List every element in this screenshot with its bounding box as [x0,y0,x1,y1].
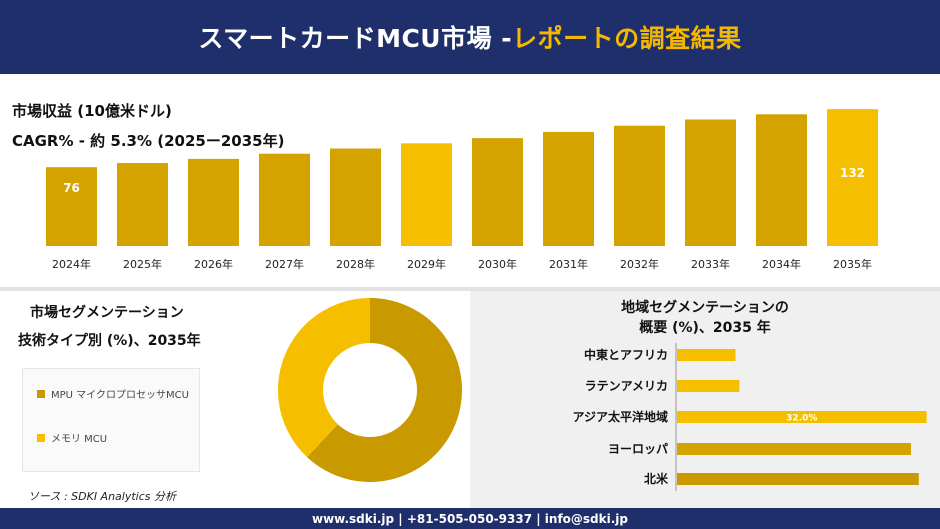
region-bar-3 [677,443,911,455]
bar-11 [827,109,878,246]
region-bar-4 [677,473,919,485]
bar-1 [117,163,168,246]
bar-3 [259,153,310,246]
x-tick-label-11: 2035年 [833,257,872,271]
bar-data-label-11: 132 [840,166,865,180]
x-tick-label-7: 2031年 [549,257,588,271]
region-label-1: ラテンアメリカ [585,379,668,393]
region-bar-0 [677,349,736,361]
x-tick-label-2: 2026年 [194,257,233,271]
legend-label-mpu: MPU マイクロプロセッサMCU [51,390,189,401]
legend-swatch-mpu [37,389,45,398]
x-tick-label-3: 2027年 [265,257,304,271]
bar-4 [330,148,381,246]
contact-info: www.sdki.jp | +81-505-050-9337 | info@sd… [311,511,628,526]
donut-slice-1 [278,298,370,458]
region-bar-2 [677,411,927,423]
segment-title: 市場セグメンテーション [30,305,184,321]
segment-subtitle: 技術タイプ別 (%)、2035年 [18,333,201,349]
bar-5 [401,143,452,246]
bar-8 [614,125,665,246]
page-title-accent: レポートの調査結果 [512,24,742,53]
cagr-label: CAGR% - 約 5.3% (2025ー2035年) [12,132,285,150]
legend-label-memory: メモリ MCU [51,434,108,445]
x-tick-label-8: 2032年 [620,257,659,271]
x-tick-label-6: 2030年 [478,257,517,271]
header-banner: スマートカードMCU市場 -レポートの調査結果 [0,0,940,74]
region-label-3: ヨーロッパ [608,442,668,456]
bar-data-label-0: 76 [63,181,80,195]
x-tick-label-0: 2024年 [52,257,91,271]
footer-bar: www.sdki.jp | +81-505-050-9337 | info@sd… [0,508,940,529]
legend-swatch-memory [37,433,45,442]
region-panel: 地域セグメンテーションの 概要 (%)、2035 年 中東とアフリカ ラテンアメリ… [470,291,940,508]
x-tick-label-9: 2033年 [691,257,730,271]
region-label-0: 中東とアフリカ [584,347,668,362]
revenue-unit-label: 市場収益 (10億米ドル) [12,102,172,120]
bar-7 [543,131,594,246]
region-bar-1 [677,380,740,392]
technology-donut-chart [278,298,462,482]
region-label-2: アジア太平洋地域 [572,409,668,424]
region-title: 地域セグメンテーションの [621,300,789,316]
x-tick-label-1: 2025年 [123,257,162,271]
bar-0 [46,167,97,246]
source-note: ソース : SDKI Analytics 分析 [28,490,177,503]
bar-6 [472,138,523,246]
bar-2 [188,158,239,246]
legend-item-memory: メモリ MCU [37,430,107,445]
bar-9 [685,119,736,246]
revenue-bar-chart: 2024年 76 2025年 2026年 2027年 2028年 2029年 2030年 203… [46,109,878,271]
bar-10 [756,114,807,246]
x-tick-label-5: 2029年 [407,257,446,271]
revenue-section: 2024年 76 2025年 2026年 2027年 2028年 2029年 2030年 203… [0,74,940,286]
region-subtitle: 概要 (%)、2035 年 [639,320,771,336]
page-title: スマートカードMCU市場 -レポートの調査結果 [198,19,741,55]
legend-item-mpu: MPU マイクロプロセッサMCU [37,386,189,401]
donut-slice-0 [307,298,462,482]
donut-legend: MPU マイクロプロセッサMCU メモリ MCU [22,368,200,472]
section-divider [0,287,940,291]
page-title-main: スマートカードMCU市場 - [198,24,513,53]
x-tick-label-4: 2028年 [336,257,375,271]
region-label-4: 北米 [644,471,669,486]
x-tick-label-10: 2034年 [762,257,801,271]
region-data-label-2: 32.0% [786,414,817,424]
